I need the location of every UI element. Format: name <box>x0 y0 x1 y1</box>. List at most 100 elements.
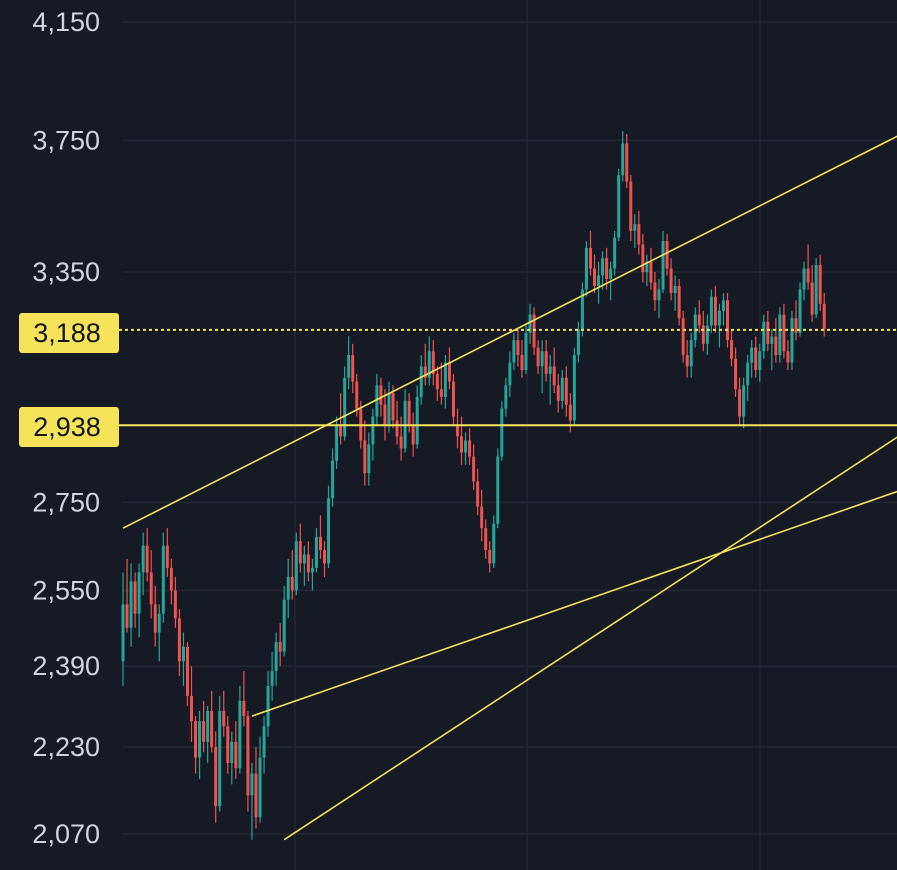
candle <box>302 545 306 586</box>
candle <box>419 355 423 405</box>
candle <box>508 351 512 397</box>
candle-body <box>451 381 455 417</box>
candle-body <box>302 554 306 564</box>
candle-body <box>181 646 185 662</box>
candle <box>572 347 576 425</box>
candle <box>758 343 762 382</box>
candle-body <box>693 314 697 341</box>
candle-body <box>629 181 633 231</box>
candle <box>762 314 766 359</box>
candle <box>665 234 669 276</box>
candle-body <box>810 282 814 315</box>
candle-body <box>133 581 137 614</box>
candle <box>540 340 544 394</box>
y-axis: 4,150 3,750 3,350 2,750 2,550 2,390 2,230 2,070 <box>32 7 100 849</box>
candle-body <box>609 268 613 279</box>
candle <box>544 340 548 382</box>
candle-body <box>137 572 141 614</box>
price-levels[interactable] <box>119 328 897 427</box>
candle <box>560 370 564 409</box>
candle <box>278 623 282 667</box>
candle-body <box>327 498 331 564</box>
candle-body <box>528 314 532 333</box>
candle <box>206 705 210 763</box>
candle-body <box>508 362 512 386</box>
trendline[interactable] <box>283 162 897 841</box>
candle <box>588 230 592 276</box>
candle-body <box>818 265 822 304</box>
candle <box>782 303 786 359</box>
candle-body <box>274 642 278 672</box>
y-tick-label: 2,230 <box>32 732 100 762</box>
candle-body <box>230 741 234 763</box>
candle <box>641 234 645 283</box>
candle-body <box>129 581 133 628</box>
candle-body <box>335 424 339 461</box>
candle-body <box>407 400 411 425</box>
candle-body <box>770 336 774 344</box>
candle-body <box>778 314 782 356</box>
candle-body <box>185 646 189 696</box>
candle-body <box>552 366 556 386</box>
candle <box>387 381 391 433</box>
candle <box>681 310 685 363</box>
candle-body <box>786 351 790 363</box>
trendline[interactable] <box>251 405 897 717</box>
candle <box>294 532 298 596</box>
candle-body <box>774 336 778 356</box>
candle <box>717 303 721 348</box>
candle <box>190 666 194 742</box>
candle-body <box>286 576 290 600</box>
candle-body <box>149 572 153 605</box>
candle-body <box>194 721 198 758</box>
candle <box>145 528 149 582</box>
candle-body <box>584 247 588 290</box>
candle <box>685 340 689 378</box>
badge-upper-bg <box>19 313 119 353</box>
candle-body <box>423 366 427 378</box>
candle <box>488 541 492 573</box>
candle <box>726 293 729 348</box>
candle <box>774 318 778 363</box>
trendline[interactable] <box>122 30 897 529</box>
candle <box>391 385 395 429</box>
candle <box>766 310 770 352</box>
candle-body <box>653 282 657 301</box>
trendlines[interactable] <box>122 30 897 841</box>
candle <box>161 532 165 624</box>
candle <box>669 258 673 301</box>
candle-body <box>153 604 157 633</box>
candle-body <box>443 362 447 397</box>
candle <box>137 563 141 638</box>
candle-body <box>218 711 222 807</box>
candle <box>593 254 597 294</box>
candle-body <box>439 389 443 397</box>
candle <box>274 632 278 686</box>
candle-body <box>258 757 262 818</box>
candle <box>435 366 439 401</box>
candle <box>633 214 637 248</box>
candle <box>129 563 133 647</box>
candle-body <box>242 700 246 717</box>
candle-body <box>278 642 282 652</box>
candle <box>580 282 584 337</box>
candle <box>250 762 254 840</box>
candle-body <box>544 351 548 374</box>
candle-body <box>387 393 391 425</box>
candle <box>447 347 451 390</box>
candle-body <box>512 340 516 363</box>
candle <box>226 716 230 774</box>
y-tick-label: 3,750 <box>32 125 100 155</box>
candle <box>218 695 222 812</box>
candle <box>194 716 198 774</box>
candle-body <box>540 351 544 367</box>
candle-body <box>709 296 713 326</box>
candle <box>185 642 189 706</box>
candle-body <box>282 599 286 652</box>
y-tick-label: 2,550 <box>32 576 100 606</box>
candle-body <box>730 340 734 359</box>
candle <box>363 420 367 486</box>
candle <box>121 572 125 686</box>
candle <box>693 307 697 348</box>
